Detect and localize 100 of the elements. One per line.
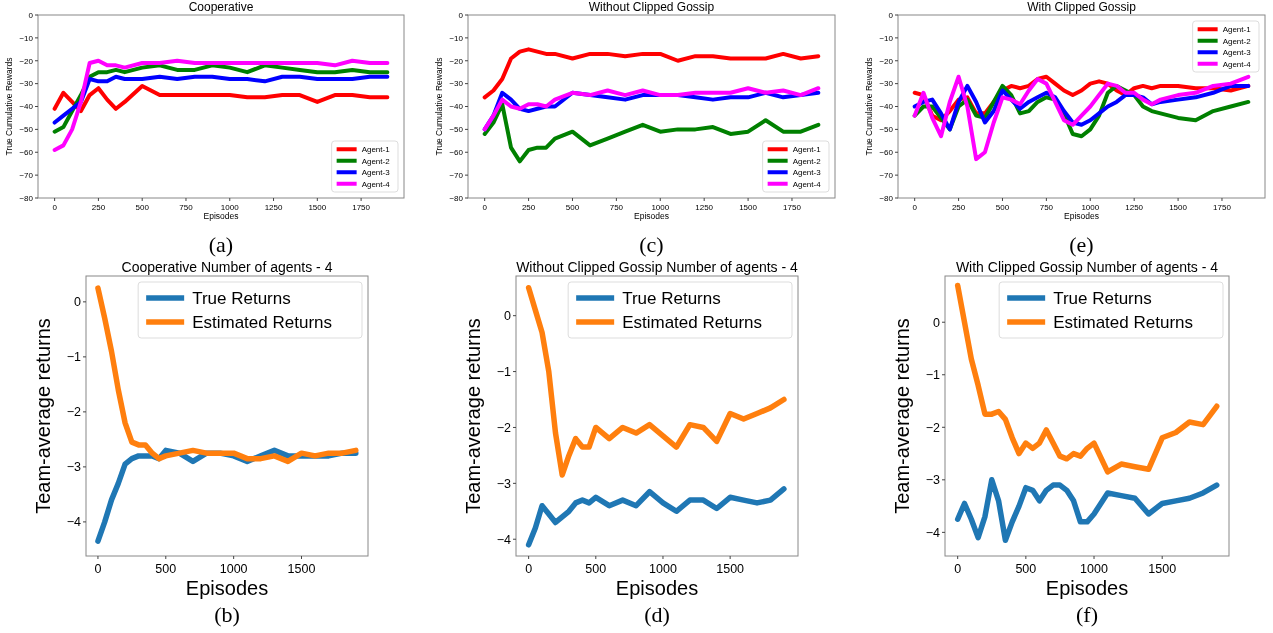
x-tick-label: 500 — [585, 561, 607, 576]
y-tick-label: 0 — [74, 295, 82, 310]
y-tick-label: −60 — [19, 148, 34, 158]
x-tick-label: 1000 — [220, 203, 240, 212]
y-tick-label: 0 — [888, 10, 894, 20]
x-tick-label: 0 — [94, 561, 102, 576]
y-tick-label: 0 — [458, 10, 464, 20]
line-series — [52, 63, 390, 134]
x-tick-label: 1250 — [695, 203, 714, 212]
x-tick-label: 250 — [951, 203, 966, 212]
x-tick-label: 1250 — [1125, 203, 1144, 212]
x-tick-label: 0 — [912, 203, 918, 212]
x-tick-label: 0 — [52, 203, 58, 212]
legend-label: True Returns — [192, 288, 291, 308]
y-tick-label: −10 — [449, 33, 464, 43]
x-tick-label: 1000 — [651, 203, 670, 212]
y-tick-label: −3 — [925, 473, 941, 488]
y-tick-label: −80 — [449, 193, 464, 203]
chart-title: Without Clipped Gossip Number of agents - 4 — [516, 259, 799, 275]
x-tick-label: 1500 — [287, 561, 316, 576]
x-tick-label: 1750 — [1213, 203, 1232, 212]
y-tick-label: −30 — [19, 79, 34, 89]
x-tick-label: 750 — [609, 203, 624, 212]
line-series — [52, 83, 390, 114]
y-tick-label: −3 — [496, 476, 512, 491]
x-tick-label: 500 — [155, 561, 177, 576]
legend-label: Agent-1 — [361, 145, 391, 155]
legend-label: Agent-1 — [1222, 25, 1252, 35]
y-tick-label: −50 — [449, 125, 464, 135]
y-axis-title: True Cumulative Rewards — [864, 57, 874, 156]
y-tick-label: −70 — [19, 170, 34, 180]
text: (a) — [208, 232, 234, 257]
line-series — [482, 47, 821, 100]
y-tick-label: −70 — [449, 170, 464, 180]
y-tick-label: −1 — [496, 364, 512, 379]
line-series — [52, 58, 390, 152]
x-tick-label: 0 — [482, 203, 488, 212]
chart-title: Cooperative Number of agents - 4 — [121, 259, 333, 275]
y-tick-label: −80 — [19, 193, 34, 203]
x-tick-label: 750 — [179, 203, 194, 212]
text: (c) — [639, 232, 664, 257]
legend-label: Estimated Returns — [192, 312, 332, 332]
y-tick-label: −3 — [66, 460, 82, 475]
y-tick-label: −20 — [449, 56, 464, 66]
x-tick-label: 1500 — [1148, 561, 1177, 576]
legend-label: Agent-4 — [792, 179, 822, 189]
y-axis-title: True Cumulative Rewards — [434, 57, 444, 156]
x-tick-label: 1000 — [649, 561, 677, 576]
y-tick-label: −1 — [925, 368, 941, 383]
y-axis-title: Team-average returns — [462, 318, 484, 514]
text: (b) — [214, 602, 240, 627]
y-tick-label: −2 — [925, 420, 941, 435]
x-axis-title: Episodes — [1064, 211, 1099, 221]
legend-label: True Returns — [1053, 288, 1152, 308]
y-tick-label: −2 — [496, 420, 512, 435]
x-tick-label: 1000 — [1081, 203, 1100, 212]
legend-label: Agent-2 — [361, 156, 391, 166]
y-tick-label: −4 — [496, 532, 512, 547]
legend-label: Agent-2 — [1222, 36, 1252, 46]
legend-label: Agent-1 — [792, 145, 822, 155]
x-tick-label: 500 — [995, 203, 1010, 212]
x-axis-title: Episodes — [634, 211, 669, 221]
x-tick-label: 0 — [525, 561, 533, 576]
x-tick-label: 0 — [954, 561, 962, 576]
y-tick-label: 0 — [504, 309, 512, 324]
x-tick-label: 500 — [1015, 561, 1037, 576]
y-tick-label: −70 — [879, 170, 894, 180]
y-tick-label: −50 — [19, 125, 34, 135]
y-tick-label: −4 — [925, 525, 941, 540]
y-tick-label: −40 — [19, 102, 34, 112]
line-series — [482, 102, 821, 164]
y-tick-label: −60 — [449, 148, 464, 158]
y-tick-label: −30 — [879, 79, 894, 89]
legend-label: True Returns — [622, 288, 721, 308]
x-tick-label: 1000 — [219, 561, 248, 576]
y-axis-title: True Cumulative Rewards — [4, 57, 14, 156]
x-tick-label: 750 — [1039, 203, 1054, 212]
legend-label: Agent-4 — [1222, 59, 1252, 69]
legend-label: Agent-4 — [361, 179, 391, 189]
legend-label: Estimated Returns — [622, 312, 762, 332]
legend-label: Estimated Returns — [1053, 312, 1193, 332]
legend-label: Agent-2 — [792, 156, 822, 166]
chart-title: With Clipped Gossip — [1027, 0, 1137, 14]
x-tick-label: 500 — [565, 203, 580, 212]
x-axis-title: Episodes — [1045, 577, 1129, 599]
text: (e) — [1069, 232, 1094, 257]
y-tick-label: −2 — [66, 405, 82, 420]
y-tick-label: 0 — [933, 315, 941, 330]
y-tick-label: −10 — [19, 33, 34, 43]
chart-title: Without Clipped Gossip — [588, 0, 715, 14]
x-tick-label: 1500 — [716, 561, 745, 576]
legend-label: Agent-3 — [792, 168, 822, 178]
y-tick-label: −80 — [879, 193, 894, 203]
x-tick-label: 250 — [91, 203, 106, 212]
chart-title: With Clipped Gossip Number of agents - 4 — [955, 259, 1219, 275]
x-tick-label: 1250 — [264, 203, 283, 212]
text: (d) — [644, 602, 670, 627]
x-tick-label: 500 — [135, 203, 150, 212]
x-axis-title: Episodes — [615, 577, 699, 599]
y-axis-title: Team-average returns — [32, 318, 54, 514]
